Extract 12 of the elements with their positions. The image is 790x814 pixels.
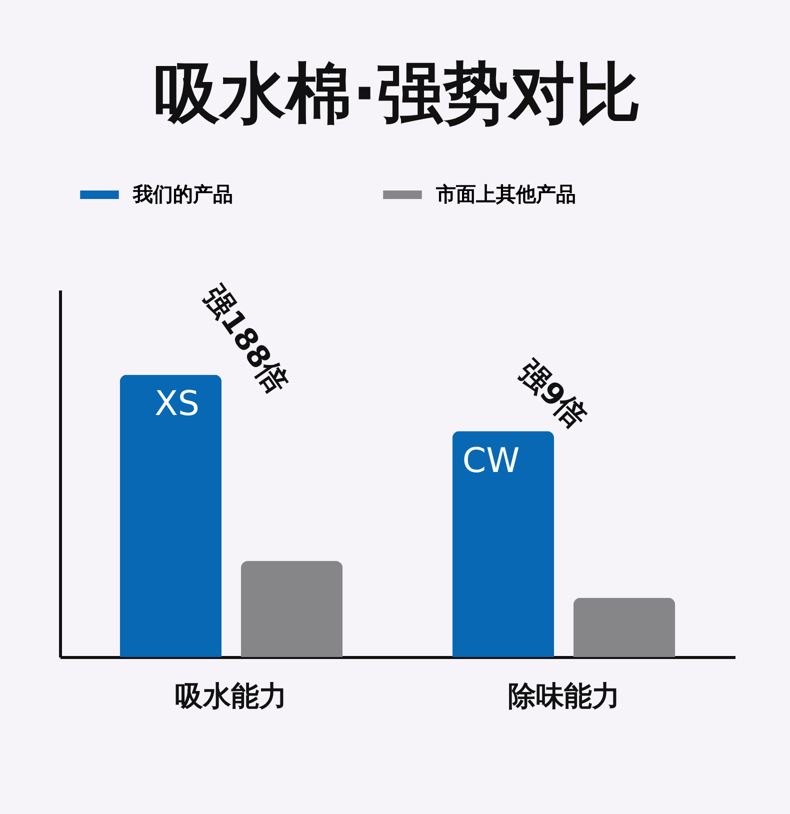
annotation: CW (462, 441, 520, 481)
bar (573, 598, 676, 657)
bar (120, 374, 222, 657)
annotation: 强9倍 (511, 354, 594, 436)
bar (240, 561, 343, 657)
legend-label: 市面上其他产品 (435, 182, 576, 206)
chart-title: 吸水棉·强势对比 (154, 55, 642, 132)
annotation: XS (154, 384, 200, 424)
legend-label: 我们的产品 (132, 182, 233, 206)
bar (452, 431, 554, 657)
x-tick-label: 除味能力 (508, 680, 620, 712)
x-tick-label: 吸水能力 (175, 680, 288, 712)
